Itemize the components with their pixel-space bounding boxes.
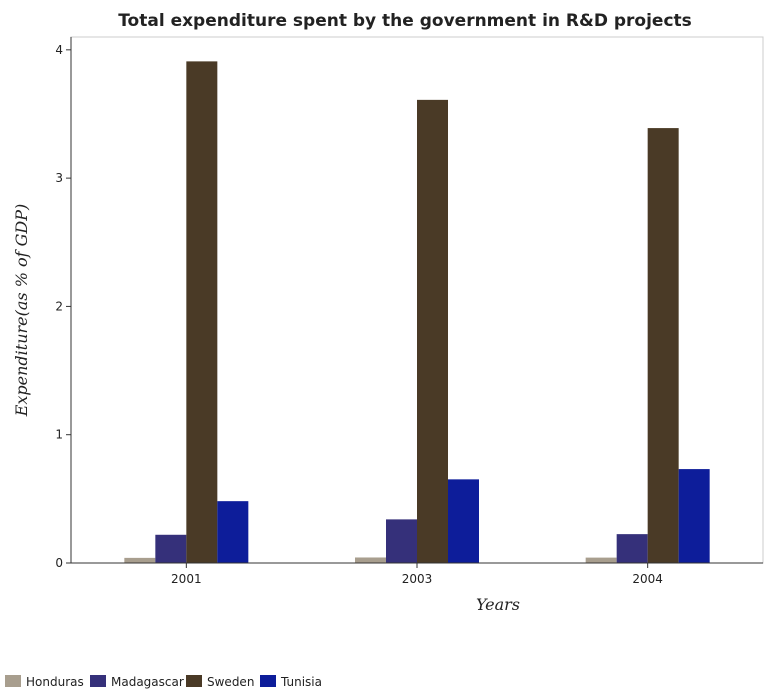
legend-swatch-sweden — [186, 675, 202, 687]
x-tick-label: 2003 — [402, 572, 433, 586]
x-tick-label: 2001 — [171, 572, 202, 586]
bar-sweden-2001 — [186, 61, 218, 563]
legend: Honduras Madagascar Sweden Tunisia — [5, 675, 322, 689]
bar-sweden-2004 — [647, 128, 679, 563]
bar-madagascar-2004 — [616, 534, 648, 563]
bar-sweden-2003 — [417, 99, 448, 564]
y-axis: 0 1 2 3 4 — [55, 37, 72, 570]
bar-tunisia-2004 — [678, 469, 710, 563]
legend-label-madagascar: Madagascar — [111, 675, 184, 689]
y-tick-label: 3 — [55, 171, 63, 185]
y-tick-label: 2 — [55, 299, 63, 313]
bar-tunisia-2003 — [448, 479, 479, 563]
y-tick-label: 4 — [55, 43, 63, 57]
chart-title: Total expenditure spent by the governmen… — [118, 11, 692, 31]
legend-swatch-tunisia — [260, 675, 276, 687]
bar-madagascar-2001 — [155, 534, 187, 563]
bar-tunisia-2001 — [217, 501, 249, 563]
bar-honduras-2001 — [124, 557, 156, 563]
bar-honduras-2004 — [585, 557, 617, 563]
legend-swatch-honduras — [5, 675, 21, 687]
y-tick-label: 1 — [55, 428, 63, 442]
y-axis-label: Expenditure(as % of GDP) — [12, 204, 31, 418]
x-tick-label: 2004 — [632, 572, 663, 586]
x-axis: 2001 2003 2004 — [71, 562, 763, 586]
x-axis-label: Years — [476, 595, 520, 614]
legend-label-sweden: Sweden — [207, 675, 254, 689]
legend-label-tunisia: Tunisia — [280, 675, 322, 689]
bar-madagascar-2003 — [386, 519, 417, 563]
legend-swatch-madagascar — [90, 675, 106, 687]
bars — [124, 61, 710, 564]
y-tick-label: 0 — [55, 556, 63, 570]
legend-label-honduras: Honduras — [26, 675, 84, 689]
bar-honduras-2003 — [355, 557, 386, 563]
